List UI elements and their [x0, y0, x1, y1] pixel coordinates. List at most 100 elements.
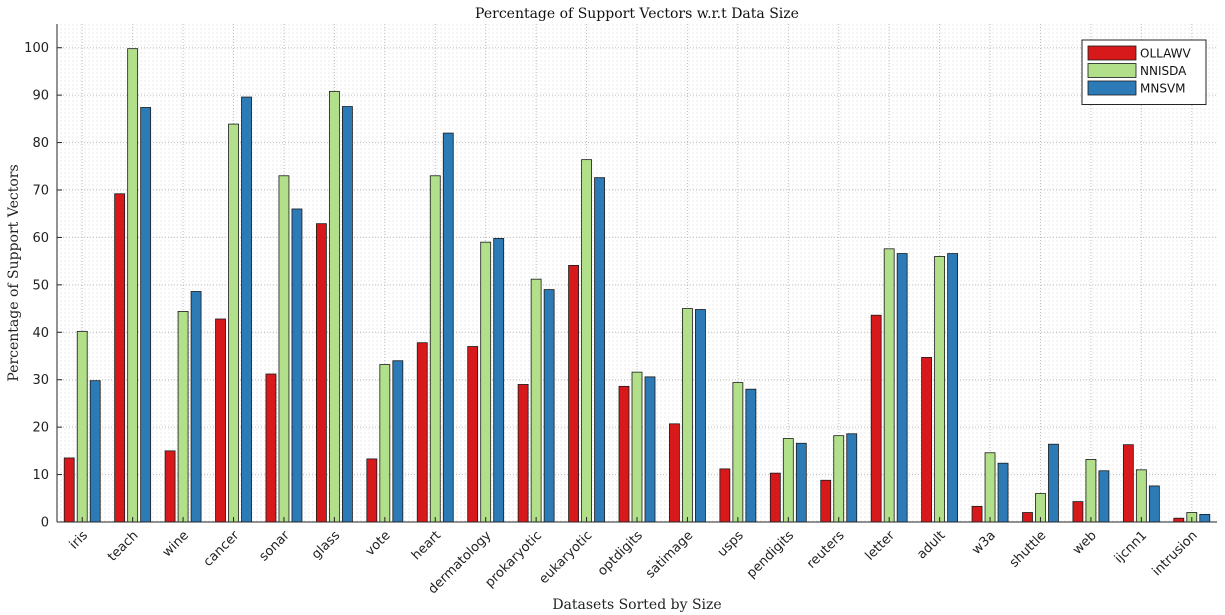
bar-nnisda-eukaryotic: [581, 159, 592, 523]
bar-nnisda-heart: [429, 175, 441, 523]
x-tick-label: glass: [309, 528, 343, 562]
bar-nnisda-prokaryotic: [530, 278, 542, 523]
bar-nnisda-wine: [177, 311, 189, 523]
y-tick-label: 50: [32, 278, 49, 293]
bar-ollawv-vote: [366, 458, 378, 523]
bar-nnisda-w3a: [984, 452, 996, 523]
bar-ollawv-adult: [921, 357, 933, 523]
x-tick-label: satimage: [643, 528, 696, 581]
bar-mnsvm-intrusion: [1199, 514, 1211, 523]
x-tick-label: optdigits: [595, 528, 646, 579]
y-tick-label: 40: [32, 326, 49, 341]
bar-mnsvm-ijcnn1: [1148, 485, 1160, 523]
chart-title: Percentage of Support Vectors w.r.t Data…: [475, 6, 799, 22]
bar-nnisda-ijcnn1: [1135, 469, 1147, 523]
bar-nnisda-cancer: [228, 123, 239, 523]
bar-nnisda-reuters: [833, 435, 845, 523]
bar-nnisda-teach: [127, 48, 139, 523]
x-tick-label: web: [1070, 528, 1100, 558]
bar-nnisda-iris: [76, 330, 88, 523]
y-tick-label: 0: [41, 516, 49, 531]
bar-ollawv-cancer: [215, 318, 226, 523]
legend-swatch-nnisda: [1087, 63, 1137, 78]
bar-mnsvm-letter: [896, 253, 908, 523]
x-tick-label: letter: [863, 528, 899, 564]
legend-label-mnsvm: MNSVM: [1140, 82, 1186, 96]
legend-label-nnisda: NNISDA: [1140, 64, 1187, 78]
bar-ollawv-optdigits: [618, 385, 630, 523]
x-tick-label: cancer: [201, 528, 243, 570]
bar-mnsvm-vote: [392, 360, 404, 523]
y-tick-label: 80: [32, 136, 49, 151]
bars: [63, 48, 1211, 523]
bar-nnisda-vote: [379, 364, 391, 523]
bar-mnsvm-satimage: [695, 309, 706, 523]
bar-mnsvm-adult: [947, 253, 959, 523]
bar-ollawv-web: [1072, 501, 1084, 523]
y-tick-label: 20: [32, 421, 49, 436]
bar-nnisda-dermatology: [480, 241, 492, 523]
bar-mnsvm-glass: [341, 106, 353, 523]
bar-ollawv-letter: [870, 314, 882, 523]
bar-ollawv-shuttle: [1022, 512, 1033, 523]
bar-ollawv-intrusion: [1173, 517, 1185, 523]
bar-mnsvm-wine: [190, 291, 202, 523]
bar-ollawv-w3a: [971, 505, 983, 523]
bar-nnisda-pendigits: [782, 438, 794, 523]
legend: OLLAWV NNISDA MNSVM: [1081, 39, 1207, 105]
bar-nnisda-glass: [328, 90, 340, 523]
bar-ollawv-dermatology: [467, 346, 479, 523]
bar-mnsvm-pendigits: [795, 442, 807, 523]
bar-mnsvm-sonar: [291, 208, 303, 523]
bar-mnsvm-heart: [442, 132, 454, 523]
x-tick-label: ijcnn1: [1112, 528, 1150, 566]
bar-mnsvm-shuttle: [1048, 443, 1059, 523]
bar-nnisda-sonar: [278, 175, 290, 523]
x-ticks: iris teach wine cancer sonar glass vote heartde…: [67, 517, 1201, 597]
bar-ollawv-reuters: [820, 479, 832, 523]
bar-mnsvm-usps: [745, 388, 757, 523]
bar-ollawv-teach: [114, 193, 126, 523]
legend-swatch-mnsvm: [1087, 80, 1137, 96]
x-tick-label: eukaryotic: [536, 528, 595, 587]
bar-ollawv-satimage: [669, 423, 680, 523]
y-tick-label: 10: [32, 468, 49, 483]
x-tick-label: intrusion: [1150, 528, 1201, 579]
bar-mnsvm-reuters: [846, 433, 858, 523]
x-tick-label: reuters: [804, 528, 848, 572]
y-axis-label: Percentage of Support Vectors: [6, 164, 22, 381]
bar-mnsvm-teach: [140, 107, 152, 523]
y-tick-label: 30: [32, 373, 49, 388]
y-ticks: 0 10 20 30 40 50 60 70 80 90 100: [24, 41, 62, 531]
bar-ollawv-pendigits: [769, 472, 781, 523]
x-tick-label: shuttle: [1007, 528, 1049, 570]
x-tick-label: sonar: [257, 528, 294, 565]
x-tick-label: w3a: [969, 528, 999, 558]
bar-ollawv-prokaryotic: [517, 384, 529, 523]
bar-ollawv-ijcnn1: [1122, 444, 1134, 523]
bar-mnsvm-iris: [89, 380, 101, 523]
x-tick-label: usps: [715, 528, 747, 560]
bar-ollawv-eukaryotic: [568, 265, 579, 523]
bar-mnsvm-dermatology: [493, 237, 505, 523]
bar-mnsvm-eukaryotic: [594, 177, 605, 523]
bar-ollawv-wine: [164, 450, 176, 523]
bar-ollawv-iris: [63, 457, 75, 523]
x-tick-label: teach: [105, 528, 141, 564]
x-tick-label: pendigits: [744, 528, 797, 581]
x-tick-label: adult: [914, 528, 948, 562]
legend-label-ollawv: OLLAWV: [1140, 47, 1192, 61]
y-tick-label: 70: [32, 184, 49, 199]
bar-ollawv-glass: [315, 223, 327, 523]
bar-mnsvm-prokaryotic: [543, 289, 555, 523]
x-tick-label: vote: [363, 528, 394, 559]
bar-ollawv-heart: [416, 342, 428, 523]
bar-nnisda-usps: [732, 382, 744, 523]
bar-nnisda-satimage: [682, 308, 693, 523]
bar-mnsvm-w3a: [997, 462, 1009, 523]
x-axis-label: Datasets Sorted by Size: [552, 597, 721, 613]
bar-mnsvm-web: [1098, 470, 1110, 523]
y-tick-label: 100: [24, 41, 49, 56]
